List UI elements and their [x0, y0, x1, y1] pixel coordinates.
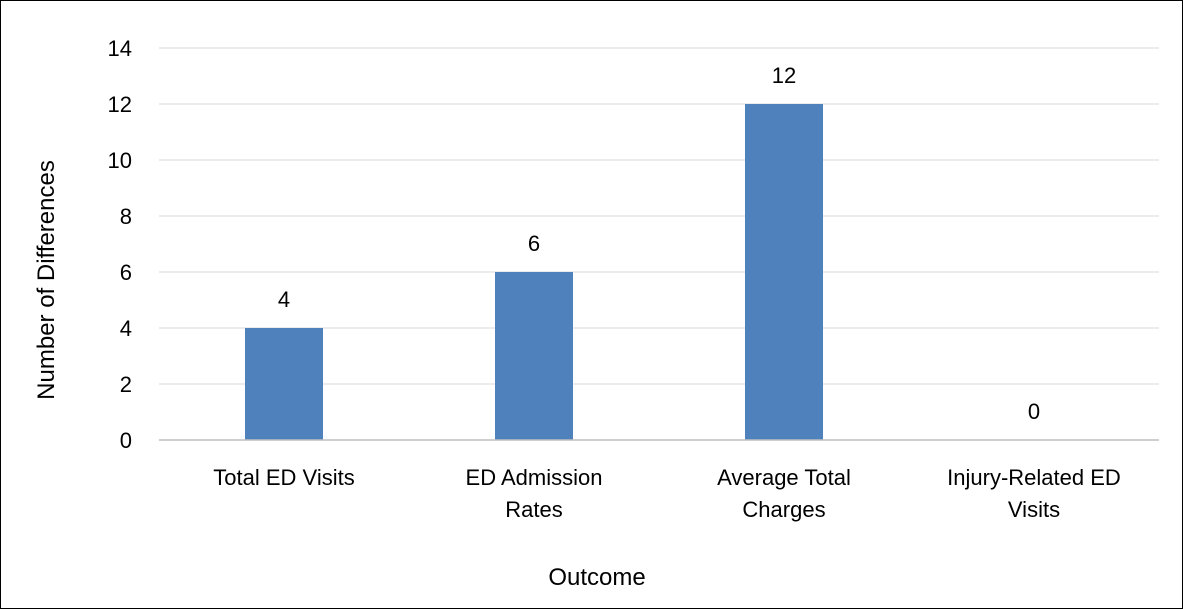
y-tick-label: 4: [120, 316, 132, 341]
data-label: 12: [772, 63, 796, 88]
y-tick-label: 10: [108, 148, 132, 173]
bars: [245, 104, 823, 440]
data-label: 0: [1028, 399, 1040, 424]
x-axis-title: Outcome: [548, 564, 645, 591]
bar: [745, 104, 823, 440]
bar: [245, 328, 323, 440]
x-tick-label: Total ED Visits: [213, 465, 354, 490]
gridlines: [159, 47, 1159, 385]
y-tick-label: 12: [108, 92, 132, 117]
x-tick-label: Injury-Related ED Visits: [947, 465, 1121, 522]
bar: [495, 272, 573, 440]
y-tick-labels: 0 2 4 6 8 10 12 14: [108, 36, 132, 453]
y-tick-label: 2: [120, 372, 132, 397]
x-tick-label: Average Total Charges: [717, 465, 851, 522]
y-tick-label: 14: [108, 36, 132, 61]
y-tick-label: 0: [120, 428, 132, 453]
data-labels: 4 6 12 0: [278, 63, 1040, 424]
data-label: 4: [278, 287, 290, 312]
x-tick-labels: Total ED Visits ED Admission Rates Average …: [213, 465, 1121, 522]
data-label: 6: [528, 231, 540, 256]
y-tick-label: 8: [120, 204, 132, 229]
y-tick-label: 6: [120, 260, 132, 285]
x-tick-label: ED Admission Rates: [466, 465, 603, 522]
y-axis-title: Number of Differences: [33, 160, 60, 400]
